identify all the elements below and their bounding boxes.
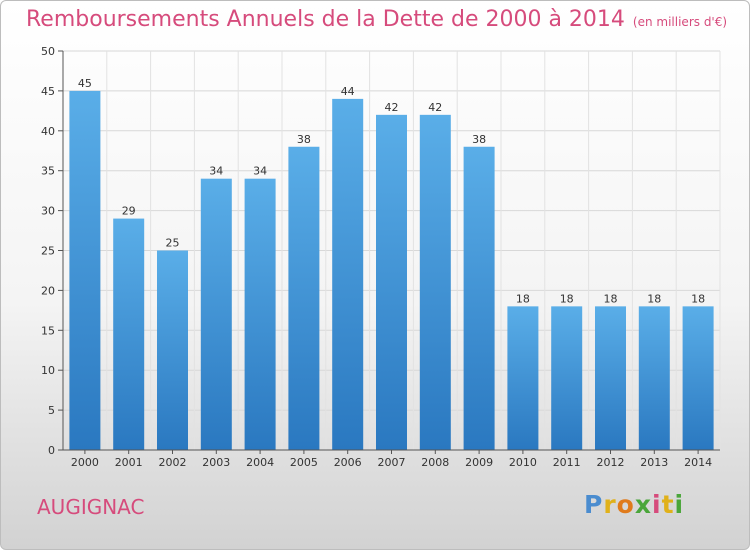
x-tick-label: 2009 xyxy=(465,456,493,469)
bar-value-label: 18 xyxy=(604,292,618,305)
bar-value-label: 45 xyxy=(78,77,92,90)
bar-value-label: 42 xyxy=(385,101,399,114)
commune-name: AUGIGNAC xyxy=(37,495,145,519)
x-tick-label: 2008 xyxy=(421,456,449,469)
y-tick-label: 45 xyxy=(41,85,55,98)
labels: 0 5 10 15 20 25 30 35 40 45 50 2000 45 2001 29 2002 25 20… xyxy=(41,45,712,469)
bar-value-label: 34 xyxy=(209,165,223,178)
bar xyxy=(157,250,188,450)
x-tick-label: 2014 xyxy=(684,456,712,469)
bar xyxy=(200,178,232,450)
bar xyxy=(595,306,626,450)
proxiti-logo: Proxiti xyxy=(584,490,685,519)
bar-value-label: 38 xyxy=(297,133,311,146)
bar-value-label: 18 xyxy=(647,292,661,305)
bar xyxy=(244,178,276,450)
x-tick-label: 2004 xyxy=(246,456,274,469)
y-tick-label: 25 xyxy=(41,245,55,258)
x-tick-label: 2003 xyxy=(202,456,230,469)
bar-value-label: 25 xyxy=(166,237,180,250)
chart-title: Remboursements Annuels de la Dette de 20… xyxy=(26,7,727,32)
y-tick-label: 0 xyxy=(48,444,55,457)
x-tick-label: 2013 xyxy=(640,456,668,469)
bar xyxy=(551,306,583,450)
x-tick-label: 2010 xyxy=(509,456,537,469)
x-tick-label: 2000 xyxy=(71,456,99,469)
bar-value-label: 18 xyxy=(691,292,705,305)
bar xyxy=(682,306,714,450)
bar-value-label: 18 xyxy=(560,292,574,305)
bar-value-label: 42 xyxy=(428,101,442,114)
bar xyxy=(113,218,145,450)
y-tick-label: 35 xyxy=(41,165,55,178)
bar xyxy=(69,90,101,451)
y-tick-label: 5 xyxy=(48,404,55,417)
bar xyxy=(376,114,407,450)
title-unit: (en milliers d'€) xyxy=(632,15,728,29)
y-tick-label: 40 xyxy=(41,125,55,138)
y-tick-label: 30 xyxy=(41,205,55,218)
bar xyxy=(419,114,451,450)
bar xyxy=(638,306,670,450)
x-tick-label: 2006 xyxy=(334,456,362,469)
y-tick-label: 10 xyxy=(41,364,55,377)
x-tick-label: 2001 xyxy=(115,456,143,469)
bars xyxy=(69,90,714,451)
bar-value-label: 34 xyxy=(253,165,267,178)
x-tick-label: 2011 xyxy=(553,456,581,469)
y-tick-label: 20 xyxy=(41,284,55,297)
y-tick-label: 15 xyxy=(41,324,55,337)
x-tick-label: 2002 xyxy=(159,456,187,469)
bar xyxy=(288,146,320,450)
bar xyxy=(332,98,364,450)
x-tick-label: 2012 xyxy=(597,456,625,469)
x-tick-label: 2005 xyxy=(290,456,318,469)
x-tick-label: 2007 xyxy=(378,456,406,469)
bar xyxy=(507,306,539,450)
bar xyxy=(463,146,495,450)
bar-value-label: 38 xyxy=(472,133,486,146)
bar-value-label: 29 xyxy=(122,205,136,218)
axes xyxy=(58,50,720,454)
title-main: Remboursements Annuels de la Dette de 20… xyxy=(26,7,625,32)
bar-value-label: 44 xyxy=(341,85,355,98)
bar-value-label: 18 xyxy=(516,292,530,305)
y-tick-label: 50 xyxy=(41,45,55,58)
